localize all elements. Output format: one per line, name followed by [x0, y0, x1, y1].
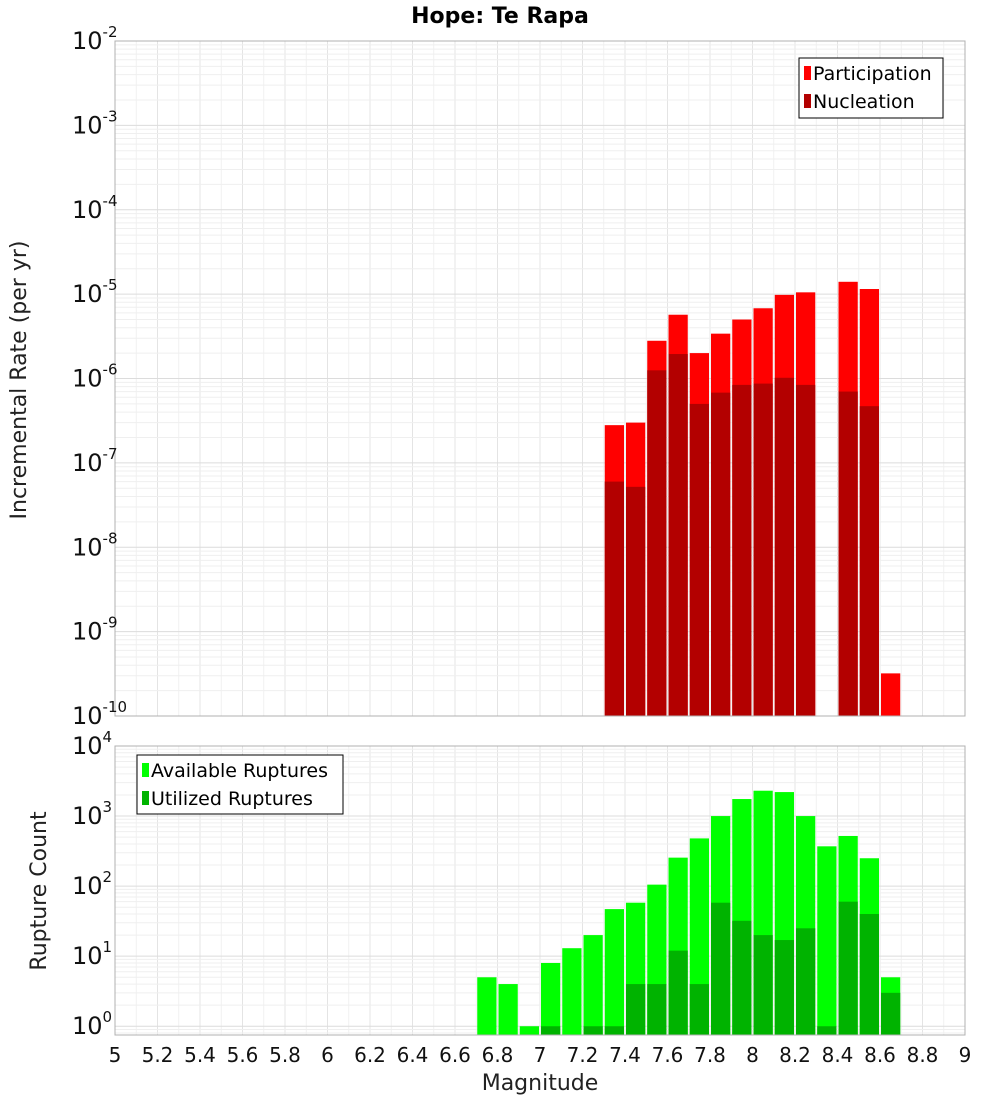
x-tick-label: 8.6	[864, 1043, 896, 1067]
x-tick-label: 5.2	[142, 1043, 174, 1067]
bar-nucleation	[796, 384, 816, 716]
bar-nucleation	[604, 481, 624, 716]
legend-label: Available Ruptures	[151, 760, 328, 782]
legend-label: Utilized Ruptures	[151, 788, 313, 810]
legend-swatch	[804, 94, 811, 108]
x-tick-label: 9	[959, 1043, 972, 1067]
bar-nucleation	[753, 383, 773, 716]
bar-utilized-ruptures	[881, 992, 901, 1035]
y-tick-label: 10-3	[72, 107, 118, 139]
x-tick-label: 6.8	[482, 1043, 514, 1067]
bar-utilized-ruptures	[711, 902, 731, 1035]
bar-available-ruptures	[477, 977, 497, 1035]
x-tick-label: 7	[534, 1043, 547, 1067]
bar-utilized-ruptures	[817, 1026, 837, 1035]
chart-title: Hope: Te Rapa	[411, 4, 589, 29]
y-tick-label: 10-9	[72, 614, 118, 646]
bar-utilized-ruptures	[774, 940, 794, 1035]
bar-available-ruptures	[562, 948, 582, 1035]
y-tick-label: 104	[72, 728, 112, 760]
plot-frame	[114, 40, 966, 717]
bar-nucleation	[859, 406, 879, 716]
plot-frame	[114, 745, 966, 1036]
bar-utilized-ruptures	[626, 984, 646, 1035]
bottom-y-axis-label: Rupture Count	[27, 811, 52, 971]
top-panel-rate: 10-10 10-9 10-8 10-7 10-6 10-5 10-4 10-3 10-2 Par…	[72, 23, 966, 730]
y-tick-label: 10-2	[72, 23, 118, 55]
bar-available-ruptures	[541, 962, 561, 1035]
x-tick-label: 7.4	[609, 1043, 641, 1067]
y-tick-label: 10-4	[72, 192, 118, 224]
x-tick-label: 6	[321, 1043, 334, 1067]
bar-utilized-ruptures	[541, 1026, 561, 1035]
legend-swatch	[142, 763, 149, 777]
y-tick-label: 10-10	[72, 698, 127, 730]
bar-utilized-ruptures	[796, 928, 816, 1035]
x-tick-label: 8.4	[822, 1043, 854, 1067]
bar-available-ruptures	[817, 846, 837, 1035]
legend-label: Participation	[813, 63, 932, 85]
y-tick-label: 10-8	[72, 529, 118, 561]
x-tick-label: 8.8	[907, 1043, 939, 1067]
bar-nucleation	[668, 354, 688, 716]
bar-available-ruptures	[604, 909, 624, 1035]
legend: Participation Nucleation	[798, 57, 944, 119]
x-tick-label: 7.6	[652, 1043, 684, 1067]
legend-swatch	[804, 66, 811, 80]
y-tick-label: 103	[72, 798, 112, 830]
bar-utilized-ruptures	[647, 984, 667, 1035]
y-tick-label: 100	[72, 1008, 112, 1040]
x-tick-label: 6.2	[354, 1043, 386, 1067]
bar-nucleation	[689, 403, 709, 716]
x-tick-label: 8	[746, 1043, 759, 1067]
bar-available-ruptures	[519, 1026, 539, 1035]
legend-swatch	[142, 791, 149, 805]
y-tick-label: 10-6	[72, 361, 118, 393]
legend-box	[136, 754, 344, 815]
bar-available-ruptures	[583, 935, 603, 1035]
bar-utilized-ruptures	[838, 901, 858, 1035]
x-tick-label: 5.4	[184, 1043, 216, 1067]
x-tick-label: 7.2	[567, 1043, 599, 1067]
bar-utilized-ruptures	[668, 950, 688, 1035]
bar-utilized-ruptures	[753, 935, 773, 1035]
bottom-panel-count: 100 101 102 103 104 5 5.2 5.4 5.6 5.8 6 6.2 6.4 6.6 6.…	[72, 728, 971, 1067]
bar-nucleation	[711, 392, 731, 716]
bar-utilized-ruptures	[604, 1026, 624, 1035]
x-tick-label: 5.6	[227, 1043, 259, 1067]
legend: Available Ruptures Utilized Ruptures	[136, 754, 344, 815]
y-tick-label: 102	[72, 868, 112, 900]
bar-utilized-ruptures	[689, 984, 709, 1035]
x-tick-label: 6.4	[397, 1043, 429, 1067]
bar-nucleation	[626, 486, 646, 716]
bar-nucleation	[838, 391, 858, 716]
y-tick-label: 10-7	[72, 445, 118, 477]
bar-nucleation	[774, 377, 794, 716]
bar-utilized-ruptures	[583, 1026, 603, 1035]
bar-utilized-ruptures	[859, 914, 879, 1035]
x-tick-label: 7.8	[694, 1043, 726, 1067]
x-tick-label: 6.6	[439, 1043, 471, 1067]
bar-available-ruptures	[498, 984, 518, 1035]
top-y-axis-label: Incremental Rate (per yr)	[7, 241, 32, 520]
x-axis-label: Magnitude	[482, 1071, 599, 1096]
y-tick-label: 101	[72, 938, 112, 970]
bar-participation	[881, 673, 901, 716]
bar-nucleation	[647, 370, 667, 716]
x-tick-label: 5.8	[269, 1043, 301, 1067]
y-tick-label: 10-5	[72, 276, 118, 308]
legend-box	[798, 57, 944, 119]
bar-utilized-ruptures	[732, 920, 752, 1035]
legend-label: Nucleation	[813, 91, 915, 113]
bar-nucleation	[732, 384, 752, 716]
x-tick-label: 8.2	[779, 1043, 811, 1067]
x-tick-label: 5	[109, 1043, 122, 1067]
